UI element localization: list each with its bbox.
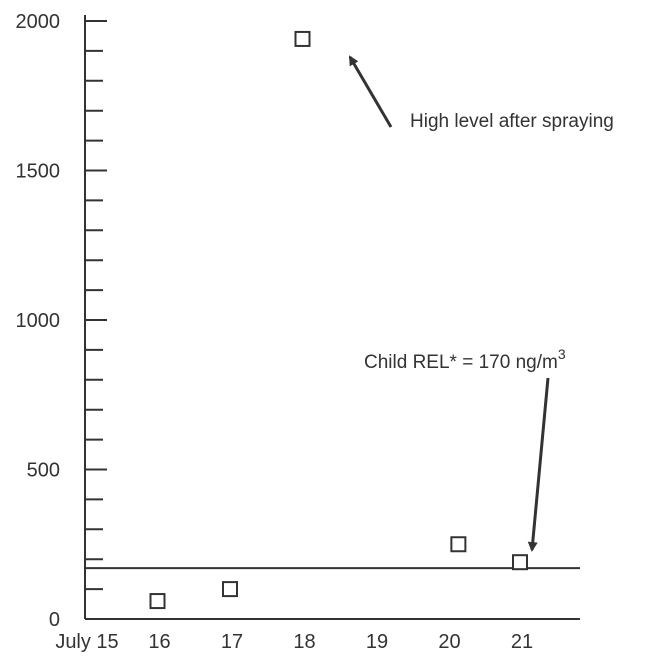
y-tick-label: 500 <box>27 460 60 482</box>
annotation-child-rel-superscript: 3 <box>558 346 566 362</box>
x-tick-label: 16 <box>148 631 170 653</box>
data-point-marker <box>222 581 238 598</box>
x-tick-label: 19 <box>366 631 388 653</box>
data-point-marker <box>149 593 166 610</box>
annotation-child-rel-text: Child REL* = 170 ng/m <box>364 352 558 373</box>
x-axis: July 15 16 17 18 19 20 21 <box>55 618 580 653</box>
data-point-marker <box>512 554 528 571</box>
y-tick-label: 1500 <box>16 161 61 183</box>
x-tick-label: 18 <box>293 631 315 653</box>
annotation-high-level-arrow <box>348 55 393 128</box>
data-point-marker <box>294 30 311 47</box>
annotation-child-rel-arrow <box>527 377 550 552</box>
data-points <box>149 30 528 610</box>
x-tick-label: July 15 <box>55 631 118 653</box>
y-tick-label: 0 <box>49 609 60 631</box>
annotation-child-rel: Child REL* = 170 ng/m3 <box>364 346 566 373</box>
y-tick-label: 2000 <box>16 11 61 33</box>
annotation-high-level: High level after spraying <box>410 111 614 132</box>
y-axis: 0 500 1000 1500 2000 <box>16 11 107 631</box>
x-tick-label: 17 <box>221 631 243 653</box>
x-tick-label: 21 <box>511 631 533 653</box>
x-tick-label: 20 <box>438 631 460 653</box>
y-tick-label: 1000 <box>16 310 61 332</box>
data-point-marker <box>450 536 467 553</box>
